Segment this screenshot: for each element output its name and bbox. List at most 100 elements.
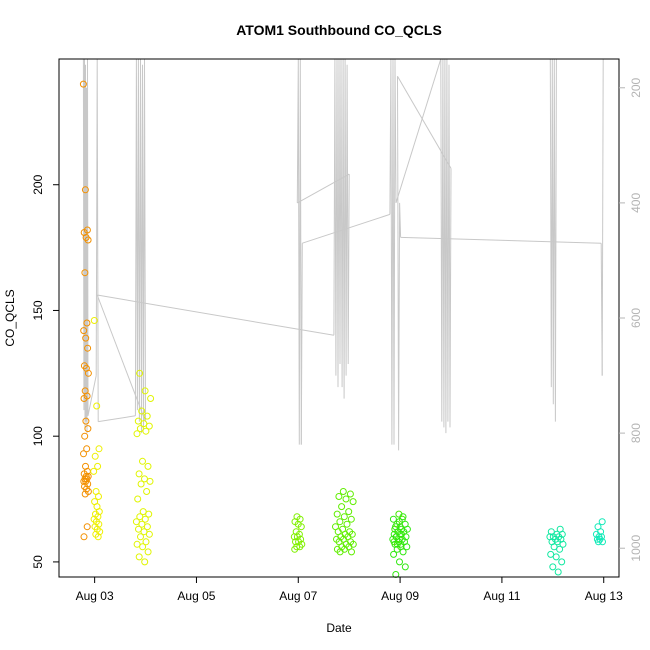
- data-point: [136, 513, 144, 521]
- pressure-line-14: [440, 58, 452, 434]
- data-point: [144, 548, 152, 556]
- data-point: [142, 427, 150, 435]
- data-point: [336, 518, 344, 526]
- pressure-line-5: [96, 294, 146, 422]
- x-tick-label-3: Aug 09: [381, 589, 419, 603]
- data-point: [133, 430, 141, 438]
- y-axis: 50 100 150 200: [31, 174, 59, 569]
- data-point: [139, 508, 147, 516]
- data-point: [82, 417, 90, 425]
- pressure-line-7: [333, 58, 350, 399]
- data-point: [134, 417, 142, 425]
- data-point: [82, 334, 90, 342]
- x-tick-label-5: Aug 13: [585, 589, 623, 603]
- data-point: [80, 327, 88, 335]
- pressure-line-20: [549, 58, 557, 422]
- data-point: [347, 515, 355, 523]
- pressure-line-6: [97, 294, 334, 336]
- data-point: [141, 475, 148, 483]
- data-point: [554, 568, 562, 576]
- pressure-line-2: [95, 58, 99, 422]
- data-point: [139, 543, 147, 551]
- data-point: [132, 518, 140, 526]
- data-point: [146, 477, 154, 485]
- data-point: [84, 344, 92, 352]
- data-point: [290, 533, 298, 541]
- data-point: [599, 538, 606, 546]
- data-point: [141, 387, 149, 395]
- data-point: [291, 545, 299, 553]
- data-point: [345, 508, 353, 516]
- data-point: [84, 236, 92, 244]
- data-point: [138, 520, 146, 528]
- data-point: [346, 490, 354, 498]
- data-point: [84, 369, 92, 377]
- data-point: [141, 558, 149, 566]
- data-point: [147, 395, 155, 402]
- data-point: [138, 407, 146, 415]
- data-point: [90, 317, 98, 324]
- x-tick-label-2: Aug 07: [279, 589, 317, 603]
- data-point: [549, 563, 557, 571]
- y2-tick-label-0: 200: [629, 77, 643, 97]
- data-point: [80, 450, 87, 458]
- data-point: [94, 533, 102, 541]
- x-axis-label: Date: [326, 621, 352, 635]
- data-point: [135, 525, 142, 533]
- y2-tick-label-2: 600: [629, 308, 643, 328]
- pressure-line-3: [98, 415, 136, 423]
- data-point: [395, 518, 403, 526]
- data-point: [140, 528, 148, 536]
- data-point: [137, 480, 145, 488]
- pressure-line-4: [134, 58, 146, 434]
- data-point: [390, 550, 398, 558]
- pressure-line-10: [300, 243, 303, 445]
- data-point: [399, 513, 407, 521]
- pressure-line-17: [400, 236, 602, 244]
- data-point: [135, 553, 143, 561]
- data-point: [81, 186, 89, 194]
- data-point: [552, 553, 560, 561]
- x-axis: Aug 03 Aug 05 Aug 07 Aug 09 Aug 11 Aug 13: [76, 577, 623, 603]
- y-tick-label-1: 100: [31, 426, 45, 446]
- data-point: [142, 538, 150, 546]
- data-points: [79, 80, 606, 578]
- data-point: [403, 543, 411, 551]
- data-point: [139, 457, 146, 465]
- pressure-line-1: [87, 375, 97, 416]
- pressure-line-19: [601, 58, 604, 376]
- data-point: [79, 80, 87, 88]
- y-tick-label-0: 50: [31, 555, 45, 569]
- data-point: [342, 495, 350, 503]
- pressure-line-16: [397, 76, 402, 451]
- data-point: [554, 538, 561, 546]
- data-point: [133, 540, 141, 548]
- pressure-lines: [82, 58, 604, 451]
- data-point: [145, 422, 153, 430]
- pressure-line-11: [302, 213, 391, 244]
- data-point: [399, 548, 407, 556]
- y2-tick-label-4: 1000: [629, 535, 643, 562]
- data-point: [349, 498, 357, 506]
- data-point: [136, 425, 144, 433]
- data-point: [83, 445, 91, 453]
- pressure-line-12: [389, 58, 397, 445]
- data-point: [336, 548, 344, 556]
- data-point: [598, 518, 606, 526]
- pressure-line-0: [82, 58, 89, 434]
- data-point: [80, 395, 88, 402]
- data-point: [556, 545, 564, 553]
- data-point: [547, 550, 555, 558]
- data-point: [558, 558, 566, 566]
- data-point: [143, 523, 151, 531]
- data-point: [338, 503, 346, 511]
- data-point: [339, 488, 347, 495]
- y2-tick-label-1: 400: [629, 193, 643, 213]
- data-point: [81, 432, 89, 440]
- data-point: [144, 462, 152, 470]
- x-tick-label-0: Aug 03: [76, 589, 114, 603]
- data-point: [134, 495, 142, 503]
- data-point: [348, 548, 355, 556]
- data-point: [335, 493, 343, 500]
